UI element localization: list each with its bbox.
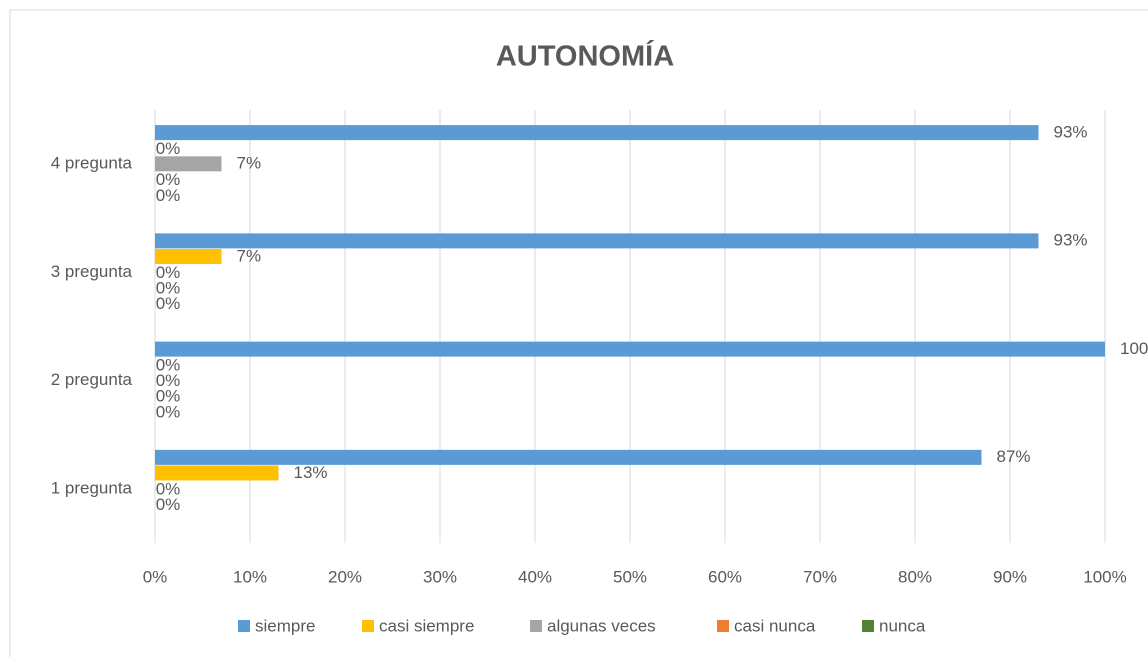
data-label: 0% bbox=[156, 371, 181, 390]
data-label: 0% bbox=[156, 170, 181, 189]
x-tick-label: 30% bbox=[423, 567, 457, 586]
x-tick-label: 100% bbox=[1083, 567, 1126, 586]
chart-title: AUTONOMÍA bbox=[496, 39, 674, 73]
data-label: 0% bbox=[156, 294, 181, 313]
bar bbox=[155, 156, 222, 172]
legend-swatch bbox=[238, 620, 250, 632]
data-label: 0% bbox=[156, 495, 181, 514]
bar bbox=[155, 125, 1039, 141]
data-label: 0% bbox=[156, 278, 181, 297]
x-tick-label: 80% bbox=[898, 567, 932, 586]
bar bbox=[155, 233, 1039, 249]
legend-label: algunas veces bbox=[547, 616, 656, 635]
legend-swatch bbox=[862, 620, 874, 632]
legend-label: casi siempre bbox=[379, 616, 474, 635]
data-label: 100% bbox=[1120, 339, 1148, 358]
data-label: 0% bbox=[156, 387, 181, 406]
data-label: 0% bbox=[156, 479, 181, 498]
data-label: 7% bbox=[237, 246, 262, 265]
x-tick-label: 50% bbox=[613, 567, 647, 586]
data-label: 0% bbox=[156, 356, 181, 375]
legend-label: casi nunca bbox=[734, 616, 816, 635]
bar bbox=[155, 449, 982, 465]
bar bbox=[155, 248, 222, 264]
chart-frame bbox=[9, 9, 1148, 657]
data-label: 93% bbox=[1054, 231, 1088, 250]
x-tick-label: 90% bbox=[993, 567, 1027, 586]
x-tick-label: 60% bbox=[708, 567, 742, 586]
y-tick-label: 4 pregunta bbox=[51, 154, 133, 173]
x-tick-label: 10% bbox=[233, 567, 267, 586]
x-tick-label: 20% bbox=[328, 567, 362, 586]
x-tick-label: 40% bbox=[518, 567, 552, 586]
legend-label: siempre bbox=[255, 616, 315, 635]
y-tick-label: 3 pregunta bbox=[51, 262, 133, 281]
x-tick-label: 0% bbox=[143, 567, 168, 586]
data-label: 87% bbox=[997, 447, 1031, 466]
data-label: 7% bbox=[237, 154, 262, 173]
bar bbox=[155, 341, 1105, 357]
data-label: 0% bbox=[156, 186, 181, 205]
legend-swatch bbox=[530, 620, 542, 632]
data-label: 13% bbox=[294, 463, 328, 482]
bar bbox=[155, 465, 279, 481]
data-label: 0% bbox=[156, 139, 181, 158]
data-label: 93% bbox=[1054, 122, 1088, 141]
data-label: 0% bbox=[156, 402, 181, 421]
y-tick-label: 1 pregunta bbox=[51, 478, 133, 497]
legend-label: nunca bbox=[879, 616, 926, 635]
legend-swatch bbox=[717, 620, 729, 632]
data-label: 0% bbox=[156, 263, 181, 282]
x-tick-label: 70% bbox=[803, 567, 837, 586]
y-tick-label: 2 pregunta bbox=[51, 370, 133, 389]
legend-swatch bbox=[362, 620, 374, 632]
